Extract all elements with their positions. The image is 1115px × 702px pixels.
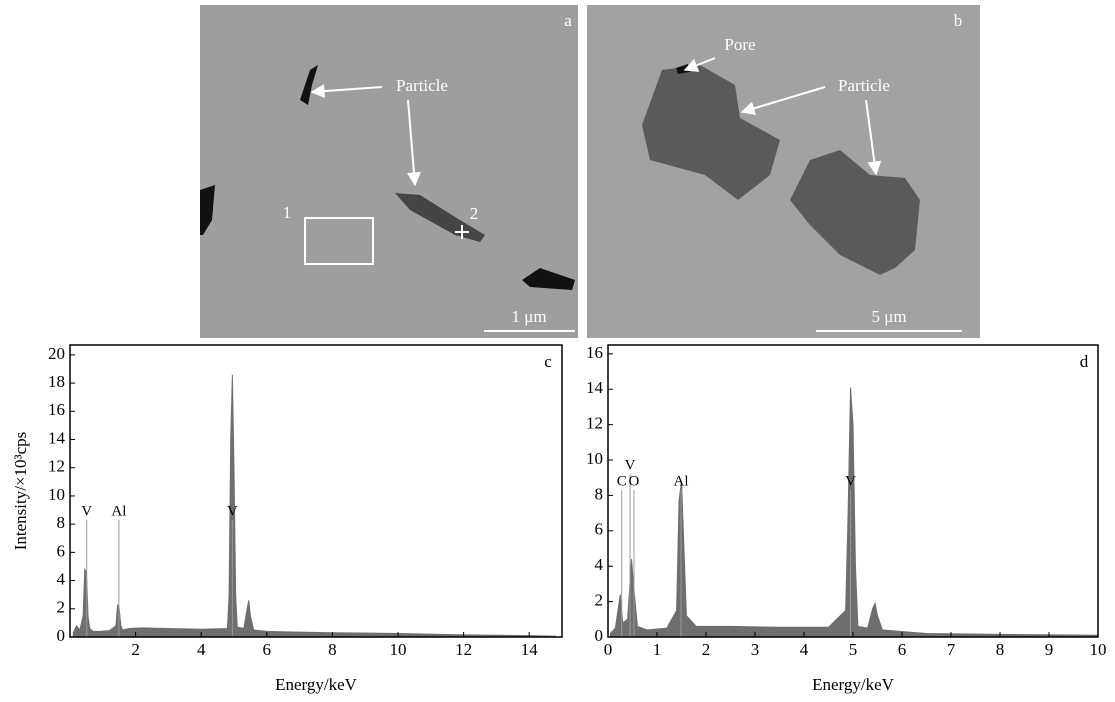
annotation: 2 xyxy=(470,204,479,223)
panel-letter: c xyxy=(544,352,552,371)
x-tick-label: 5 xyxy=(849,640,858,659)
y-tick-label: 2 xyxy=(57,598,66,617)
x-tick-label: 9 xyxy=(1045,640,1054,659)
y-tick-label: 0 xyxy=(595,626,604,645)
annotation: Particle xyxy=(838,76,890,95)
y-tick-label: 4 xyxy=(595,555,604,574)
y-tick-label: 14 xyxy=(48,428,66,447)
annotation: 1 xyxy=(283,203,292,222)
y-tick-label: 4 xyxy=(57,569,66,588)
y-tick-label: 6 xyxy=(595,520,604,539)
y-tick-label: 16 xyxy=(48,400,65,419)
x-tick-label: 8 xyxy=(328,640,337,659)
annotation: Particle xyxy=(396,76,448,95)
x-tick-label: 8 xyxy=(996,640,1005,659)
y-tick-label: 10 xyxy=(48,485,65,504)
y-tick-label: 12 xyxy=(48,457,65,476)
element-label: V xyxy=(81,503,92,519)
element-label: O xyxy=(629,474,640,490)
plot-frame xyxy=(69,344,563,638)
scale-bar-label: 1 μm xyxy=(511,307,546,326)
element-label: Al xyxy=(674,474,689,490)
y-tick-label: 12 xyxy=(586,414,603,433)
scale-bar-label: 5 μm xyxy=(871,307,906,326)
y-tick-label: 10 xyxy=(586,449,603,468)
x-tick-label: 1 xyxy=(653,640,662,659)
element-label: V xyxy=(227,503,238,519)
y-tick-label: 8 xyxy=(57,513,66,532)
y-tick-label: 14 xyxy=(586,378,604,397)
y-tick-label: 2 xyxy=(595,591,604,610)
x-tick-label: 7 xyxy=(947,640,956,659)
y-axis-title: Intensity/×10³cps xyxy=(11,432,30,551)
element-label: Al xyxy=(111,503,126,519)
sem-image-b: b Pore Particle 5 μm xyxy=(587,5,980,338)
y-tick-label: 0 xyxy=(57,626,66,645)
panel-letter: a xyxy=(564,11,572,30)
sem-image-a: a Particle 1 2 1 μm xyxy=(200,5,578,338)
panel-letter: d xyxy=(1080,352,1089,371)
x-tick-label: 6 xyxy=(898,640,907,659)
x-tick-label: 2 xyxy=(702,640,711,659)
x-axis-title: Energy/keV xyxy=(275,675,358,694)
annotation: Pore xyxy=(724,35,755,54)
x-tick-label: 14 xyxy=(521,640,539,659)
y-tick-label: 16 xyxy=(586,343,603,362)
x-tick-label: 3 xyxy=(751,640,760,659)
x-tick-label: 0 xyxy=(604,640,613,659)
y-tick-label: 20 xyxy=(48,344,65,363)
x-tick-label: 4 xyxy=(800,640,809,659)
spectrum xyxy=(609,387,1099,638)
y-tick-label: 6 xyxy=(57,541,66,560)
x-tick-label: 4 xyxy=(197,640,206,659)
element-label: V xyxy=(625,458,636,474)
element-label: V xyxy=(845,474,856,490)
spectrum xyxy=(72,374,556,638)
panel-letter: b xyxy=(954,11,963,30)
x-tick-label: 10 xyxy=(1090,640,1107,659)
x-tick-label: 10 xyxy=(390,640,407,659)
element-label: C xyxy=(617,474,627,490)
y-tick-label: 18 xyxy=(48,372,65,391)
x-axis-title: Energy/keV xyxy=(812,675,895,694)
x-tick-label: 2 xyxy=(131,640,140,659)
x-tick-label: 6 xyxy=(263,640,272,659)
x-tick-label: 12 xyxy=(455,640,472,659)
y-tick-label: 8 xyxy=(595,484,604,503)
